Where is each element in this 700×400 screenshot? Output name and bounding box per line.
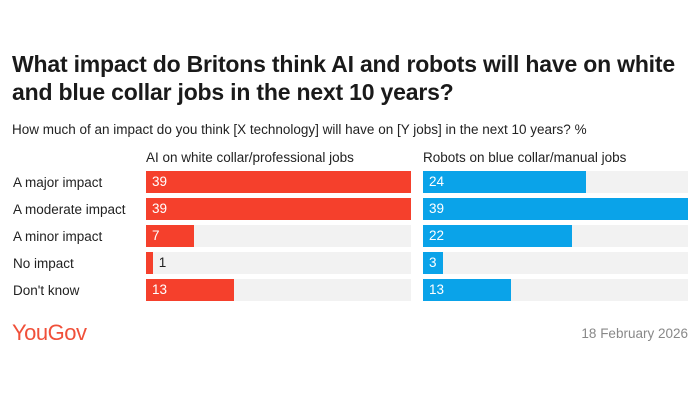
bar-track: 39 [146, 171, 411, 193]
series-header: Robots on blue collar/manual jobs [423, 150, 627, 165]
data-label: 7 [152, 228, 160, 243]
bar-track: 1 [146, 252, 411, 274]
data-label: 39 [429, 201, 445, 216]
bar [423, 252, 444, 274]
bar-track: 7 [146, 225, 411, 247]
data-label: 39 [152, 174, 168, 189]
bar [423, 171, 587, 193]
category-label: No impact [13, 256, 74, 271]
date-label: 18 February 2026 [581, 326, 688, 341]
data-label: 22 [429, 228, 445, 243]
bar-track: 22 [423, 225, 688, 247]
bar-track: 13 [146, 279, 411, 301]
bar-track: 39 [146, 198, 411, 220]
bar [146, 279, 235, 301]
chart-title: What impact do Britons think AI and robo… [12, 51, 675, 105]
data-label: 24 [429, 174, 445, 189]
bar [146, 171, 411, 193]
category-label: A major impact [13, 175, 103, 190]
series-header: AI on white collar/professional jobs [146, 150, 354, 165]
bar [146, 225, 194, 247]
data-label: 1 [158, 255, 167, 270]
category-label: A moderate impact [13, 202, 126, 217]
data-label: 3 [429, 255, 437, 270]
category-label: Don't know [13, 283, 80, 298]
bar [423, 198, 688, 220]
yougov-logo: YouGov [12, 320, 87, 345]
data-label: 13 [429, 282, 445, 297]
chart-subtitle: How much of an impact do you think [X te… [12, 122, 587, 137]
bar [146, 198, 411, 220]
bar [146, 252, 153, 274]
data-label: 13 [152, 282, 168, 297]
data-label: 39 [152, 201, 168, 216]
bar-track: 24 [423, 171, 688, 193]
bar [423, 279, 512, 301]
category-label: A minor impact [13, 229, 103, 244]
bar-track: 13 [423, 279, 688, 301]
bar [423, 225, 573, 247]
bar-track: 39 [423, 198, 688, 220]
bar-track: 3 [423, 252, 688, 274]
